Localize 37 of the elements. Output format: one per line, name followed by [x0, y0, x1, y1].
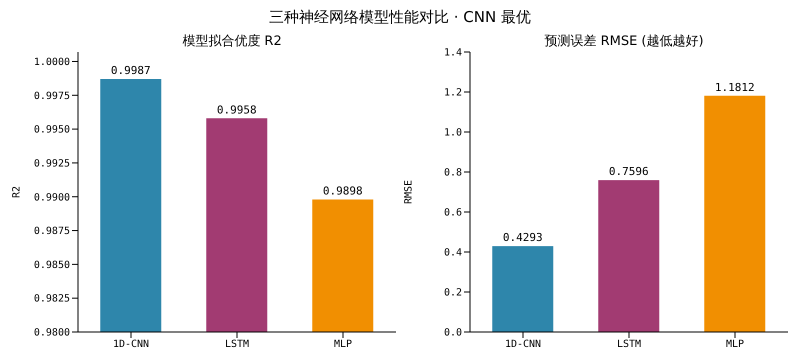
x-tick-label: LSTM: [224, 339, 250, 350]
x-tick-label: MLP: [334, 339, 352, 350]
bar: [704, 96, 766, 332]
y-tick-label: 0.8: [444, 168, 462, 179]
y-tick-label: 1.0000: [34, 57, 70, 68]
y-tick-label: 1.0: [444, 128, 462, 139]
chart-title: 预测误差 RMSE (越低越好): [544, 34, 704, 49]
chart-title: 模型拟合优度 R2: [181, 33, 283, 50]
text: 三种神经网络模型性能对比 · CNN 最优: [268, 8, 532, 28]
y-tick-label: 0.9925: [34, 158, 70, 170]
y-tick-label: 0.9950: [34, 124, 70, 136]
y-tick-label: 0.2: [444, 288, 462, 299]
data-label: 0.9958: [216, 103, 257, 116]
x-tick-label: 1D-CNN: [112, 339, 150, 350]
y-tick-label: 0.0: [444, 328, 462, 339]
y-tick-label: 0.4: [444, 248, 462, 259]
bar: [492, 246, 554, 332]
x-tick-label: LSTM: [616, 339, 642, 350]
y-tick-label: 0.9975: [34, 90, 70, 102]
x-tick-label: MLP: [726, 339, 744, 350]
y-axis-title: R2: [12, 186, 23, 198]
y-tick-label: 1.2: [444, 88, 462, 99]
data-label: 0.7596: [608, 165, 649, 178]
x-tick-label: 1D-CNN: [504, 339, 542, 350]
y-tick-label: 1.4: [444, 48, 462, 59]
y-tick-label: 0.9875: [34, 226, 70, 238]
y-tick-label: 0.9825: [34, 294, 70, 305]
y-tick-label: 0.9850: [34, 260, 70, 271]
y-tick-label: 0.9800: [34, 328, 70, 339]
y-axis-title: RMSE: [404, 180, 415, 204]
y-tick-label: 0.6: [444, 208, 462, 219]
bar: [598, 180, 660, 332]
y-tick-label: 0.9900: [34, 192, 70, 204]
data-label: 0.4293: [502, 231, 543, 244]
data-label: 0.9898: [322, 184, 363, 198]
data-label: 1.1812: [714, 80, 755, 94]
data-label: 0.9987: [110, 64, 151, 78]
